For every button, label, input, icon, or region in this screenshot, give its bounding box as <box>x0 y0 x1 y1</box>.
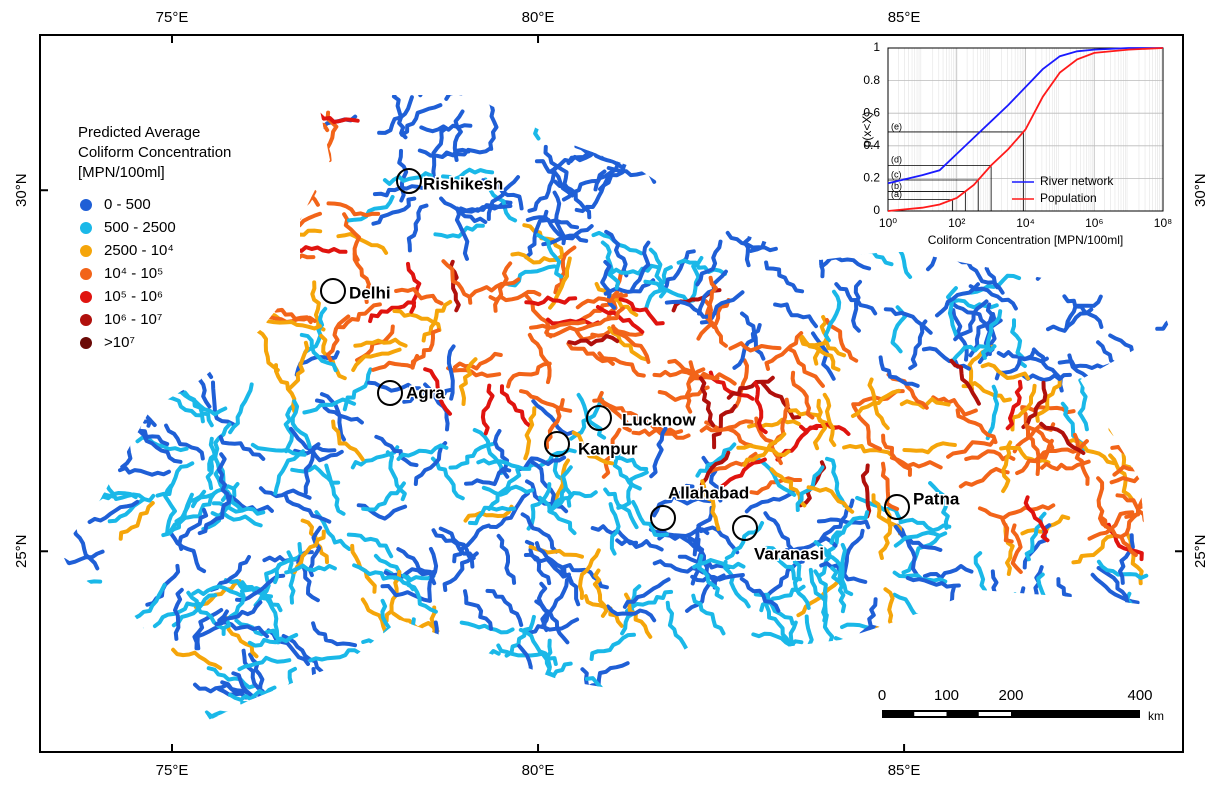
scale-label: 100 <box>934 687 959 704</box>
legend-title: [MPN/100ml] <box>78 164 165 181</box>
scale-bar-segment <box>979 712 1011 716</box>
reference-label: (d) <box>891 155 902 165</box>
x-tick-label: 10⁶ <box>1085 216 1103 230</box>
lon-label: 80°E <box>522 9 555 26</box>
legend-title: Predicted Average <box>78 124 200 141</box>
lon-label: 75°E <box>156 762 189 779</box>
figure: 75°E 75°E 80°E 80°E 85°E 85°E 30°N 30°N 25°N 25°N… <box>0 0 1214 785</box>
lat-label: 25°N <box>13 535 30 569</box>
y-tick-label: 0.8 <box>863 73 880 87</box>
inset-chart: 10⁰10²10⁴10⁶10⁸00.20.40.60.81(a)(b)(c)(d… <box>860 36 1182 252</box>
lon-label: 75°E <box>156 9 189 26</box>
y-tick-label: 1 <box>873 40 880 54</box>
x-tick-label: 10⁰ <box>879 216 897 230</box>
legend-swatch <box>80 291 92 303</box>
lon-label: 80°E <box>522 762 555 779</box>
legend-label: Population <box>1040 191 1097 205</box>
lat-label: 25°N <box>1192 535 1209 569</box>
scale-bar-segment <box>914 712 946 716</box>
city-label: Lucknow <box>622 410 696 429</box>
scale-label: 400 <box>1127 687 1152 704</box>
city-label: Rishikesh <box>423 174 503 193</box>
city-label: Allahabad <box>668 483 749 502</box>
legend-swatch <box>80 245 92 257</box>
legend-swatch <box>80 199 92 211</box>
x-axis-label: Coliform Concentration [MPN/100ml] <box>928 233 1123 247</box>
legend-label: 10⁴ - 10⁵ <box>104 265 163 282</box>
y-tick-label: 0.2 <box>863 171 880 185</box>
legend-label: 10⁶ - 10⁷ <box>104 311 162 328</box>
lat-label: 30°N <box>13 173 30 207</box>
scale-unit: km <box>1148 709 1164 723</box>
lat-label: 30°N <box>1192 173 1209 207</box>
y-tick-label: 0 <box>873 203 880 217</box>
lon-label: 85°E <box>888 762 921 779</box>
legend-label: 2500 - 10⁴ <box>104 242 174 259</box>
legend-label: 0 - 500 <box>104 196 151 213</box>
lon-label: 85°E <box>888 9 921 26</box>
city-label: Agra <box>406 383 445 402</box>
legend-label: River network <box>1040 174 1114 188</box>
x-tick-label: 10⁴ <box>1016 216 1035 230</box>
city-label: Delhi <box>349 283 391 302</box>
legend-label: >10⁷ <box>104 334 135 351</box>
x-tick-label: 10² <box>948 216 965 230</box>
legend-swatch <box>80 222 92 234</box>
scale-label: 0 <box>878 687 886 704</box>
city-label: Kanpur <box>578 439 638 458</box>
city-label: Patna <box>913 489 960 508</box>
legend-swatch <box>80 268 92 280</box>
reference-label: (c) <box>891 169 902 179</box>
scale-label: 200 <box>998 687 1023 704</box>
city-label: Varanasi <box>754 544 824 563</box>
legend-title: Coliform Concentration <box>78 144 231 161</box>
y-axis-label: p(x<X) <box>860 112 874 148</box>
reference-label: (e) <box>891 121 902 131</box>
legend-label: 10⁵ - 10⁶ <box>104 288 163 305</box>
x-tick-label: 10⁸ <box>1154 216 1172 230</box>
legend-label: 500 - 2500 <box>104 219 176 236</box>
legend-swatch <box>80 314 92 326</box>
legend-swatch <box>80 337 92 349</box>
